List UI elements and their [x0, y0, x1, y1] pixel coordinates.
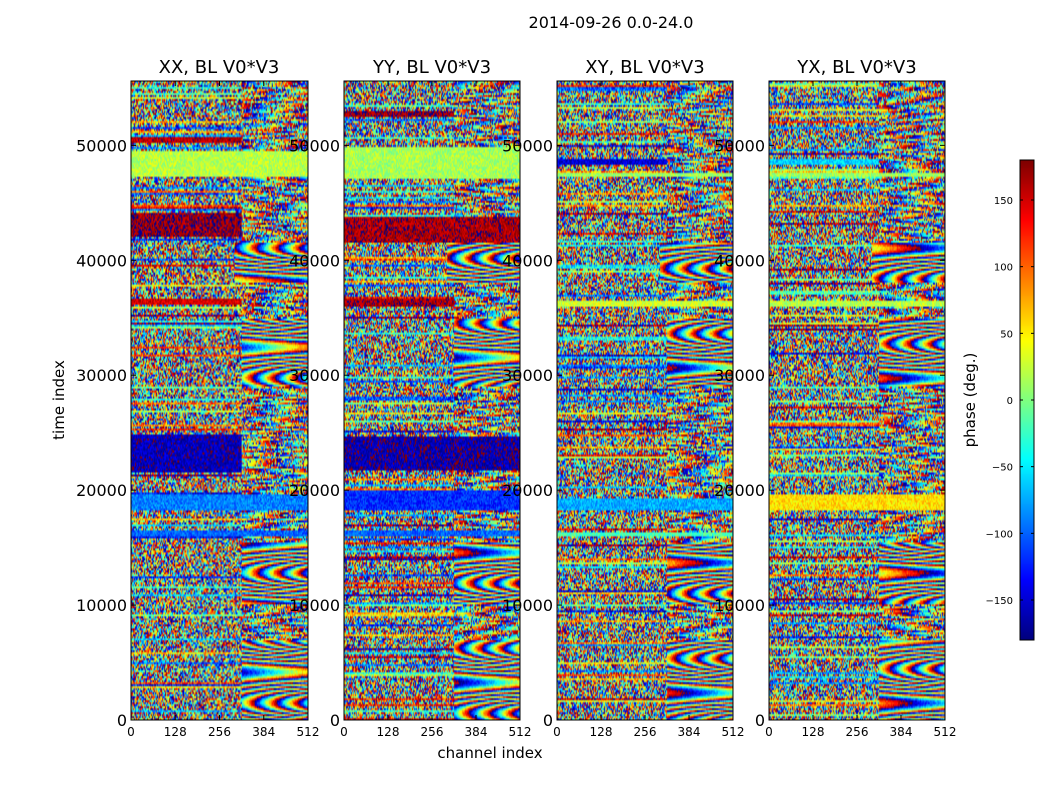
y-tick-label: 40000 — [76, 251, 127, 270]
colorbar-tick-label: −150 — [986, 596, 1013, 607]
y-tick-label: 0 — [330, 711, 340, 730]
y-tick-label: 20000 — [76, 481, 127, 500]
panel-title-yx: YX, BL V0*V3 — [796, 57, 916, 78]
x-tick-label: 256 — [634, 725, 657, 739]
panel-yx: YX, BL V0*V3 0 128 256 384 512 0 10000 20000 300… — [714, 57, 956, 739]
colorbar-ticks: −150 −100 −50 0 50 100 150 — [986, 196, 1034, 607]
x-tick-label: 0 — [765, 725, 773, 739]
y-tick-label: 40000 — [289, 251, 340, 270]
x-tick-label: 256 — [421, 725, 444, 739]
phase-heatmap-yx — [769, 81, 945, 720]
x-tick-label: 0 — [340, 725, 348, 739]
y-tick-label: 0 — [117, 711, 127, 730]
colorbar-tick-label: 0 — [1007, 396, 1013, 407]
colorbar-tick-label: 100 — [994, 263, 1013, 274]
figure-title: 2014-09-26 0.0-24.0 — [529, 13, 694, 32]
colorbar-tick-label: −50 — [992, 463, 1013, 474]
panel-title-xx: XX, BL V0*V3 — [159, 57, 280, 78]
x-tick-label: 128 — [590, 725, 613, 739]
panel-yy: YY, BL V0*V3 0 128 256 384 512 0 10000 20000 300… — [289, 57, 531, 739]
y-tick-label: 20000 — [714, 481, 765, 500]
phase-heatmap-yy — [344, 81, 520, 720]
panel-title-xy: XY, BL V0*V3 — [585, 57, 704, 78]
colorbar-gradient — [1020, 160, 1034, 640]
x-tick-label: 128 — [377, 725, 400, 739]
axis-ticks-yy: 0 128 256 384 512 0 10000 20000 30000 40000 50000 — [289, 81, 531, 739]
x-tick-label: 384 — [890, 725, 913, 739]
colorbar: −150 −100 −50 0 50 100 150 phase (deg.) — [961, 159, 1035, 641]
x-tick-label: 384 — [678, 725, 701, 739]
x-tick-label: 384 — [252, 725, 275, 739]
x-tick-label: 512 — [934, 725, 957, 739]
colorbar-label: phase (deg.) — [961, 353, 979, 448]
x-tick-label: 256 — [846, 725, 869, 739]
y-tick-label: 50000 — [289, 136, 340, 155]
y-tick-label: 50000 — [502, 136, 553, 155]
x-tick-label: 0 — [127, 725, 135, 739]
y-tick-label: 10000 — [289, 596, 340, 615]
x-tick-label: 256 — [208, 725, 231, 739]
colorbar-tick-label: 150 — [994, 196, 1013, 207]
y-axis-label: time index — [50, 360, 68, 440]
y-tick-label: 40000 — [714, 251, 765, 270]
x-tick-label: 384 — [465, 725, 488, 739]
x-axis-label: channel index — [437, 744, 542, 762]
y-tick-label: 20000 — [502, 481, 553, 500]
y-tick-label: 10000 — [502, 596, 553, 615]
y-tick-label: 30000 — [714, 366, 765, 385]
phase-heatmap-xx — [131, 81, 308, 720]
y-tick-label: 0 — [755, 711, 765, 730]
x-tick-label: 0 — [553, 725, 561, 739]
y-tick-label: 40000 — [502, 251, 553, 270]
panel-title-yy: YY, BL V0*V3 — [372, 57, 491, 78]
y-tick-label: 0 — [543, 711, 553, 730]
axis-ticks-xx: 0 128 256 384 512 0 10000 20000 30000 40000 50000 — [76, 81, 319, 739]
panel-xy: XY, BL V0*V3 0 128 256 384 512 0 10000 20000 300… — [502, 57, 744, 739]
y-tick-label: 30000 — [502, 366, 553, 385]
colorbar-tick-label: −100 — [986, 529, 1013, 540]
y-tick-label: 10000 — [714, 596, 765, 615]
x-tick-label: 512 — [297, 725, 320, 739]
x-tick-label: 128 — [164, 725, 187, 739]
x-tick-label: 128 — [802, 725, 825, 739]
y-tick-label: 50000 — [714, 136, 765, 155]
y-tick-label: 50000 — [76, 136, 127, 155]
colorbar-tick-label: 50 — [1000, 329, 1013, 340]
y-tick-label: 20000 — [289, 481, 340, 500]
x-tick-label: 512 — [722, 725, 745, 739]
y-tick-label: 10000 — [76, 596, 127, 615]
panel-xx: XX, BL V0*V3 0 128 256 384 512 0 10000 20000 300… — [76, 57, 319, 739]
phase-heatmap-xy — [557, 81, 733, 720]
x-tick-label: 512 — [509, 725, 532, 739]
y-tick-label: 30000 — [76, 366, 127, 385]
axis-ticks-xy: 0 128 256 384 512 0 10000 20000 30000 40000 50000 — [502, 81, 744, 739]
y-tick-label: 30000 — [289, 366, 340, 385]
axis-ticks-yx: 0 128 256 384 512 0 10000 20000 30000 40000 50000 — [714, 81, 956, 739]
